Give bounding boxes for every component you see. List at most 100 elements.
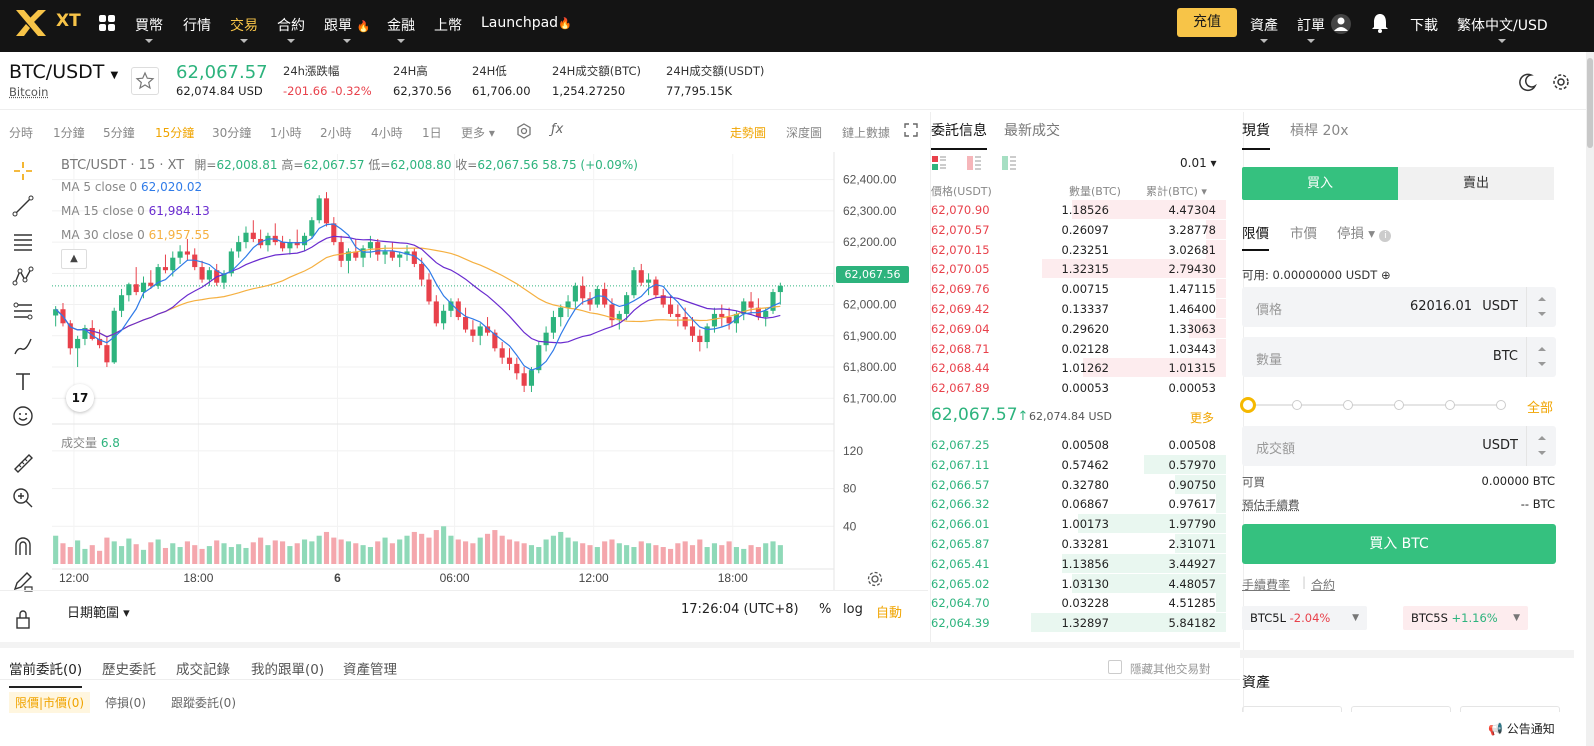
nav-item-trade[interactable]: 交易	[230, 15, 258, 43]
bell-icon[interactable]	[1370, 12, 1390, 34]
ask-row[interactable]: 62,068.44 1.01262 1.01315	[931, 358, 1226, 378]
ask-row[interactable]: 62,069.42 0.13337 1.46400	[931, 299, 1226, 318]
order-type-limit[interactable]: 限價	[1242, 222, 1269, 251]
tab-spot[interactable]: 現貨	[1242, 120, 1270, 150]
settings-gear-icon[interactable]	[1551, 72, 1571, 92]
timeframe-option[interactable]: 1分鐘	[53, 126, 85, 140]
dark-mode-moon-icon[interactable]	[1518, 72, 1538, 92]
more-timeframes-dropdown[interactable]: 更多 ▾	[461, 126, 495, 140]
ruler-icon[interactable]	[12, 452, 34, 474]
nav-item-download[interactable]: 下載	[1410, 18, 1438, 34]
slider-step[interactable]	[1445, 400, 1455, 410]
bid-row[interactable]: 62,064.70 0.03228 4.51285	[931, 593, 1226, 613]
ask-row[interactable]: 62,069.04 0.29620 1.33063	[931, 318, 1226, 338]
pencil-lock-icon[interactable]	[12, 570, 34, 592]
emoji-icon[interactable]	[12, 405, 34, 427]
book-both-view-icon[interactable]	[931, 155, 947, 171]
bid-row[interactable]: 62,065.02 1.03130 4.48057	[931, 573, 1226, 593]
magnet-icon[interactable]	[12, 535, 34, 557]
nav-item-copy-trading[interactable]: 跟單 🔥	[324, 15, 370, 43]
ask-row[interactable]: 62,069.76 0.00715 1.47115	[931, 279, 1226, 299]
bid-row[interactable]: 62,066.57 0.32780 0.90750	[931, 474, 1226, 494]
xt-logo-icon[interactable]	[14, 8, 48, 38]
collapse-legend-button[interactable]: ▲	[61, 249, 87, 269]
order-type-market[interactable]: 市價	[1290, 226, 1317, 242]
sell-side-tab[interactable]: 賣出	[1398, 167, 1554, 200]
page-scrollbar[interactable]	[1586, 52, 1594, 746]
tab-my-copy-trading[interactable]: 我的跟單(0)	[251, 662, 325, 678]
ask-row[interactable]: 62,070.15 0.23251 3.02681	[931, 239, 1226, 259]
bid-row[interactable]: 62,067.11 0.57462 0.57970	[931, 454, 1226, 474]
log-scale-toggle[interactable]: log	[843, 602, 863, 617]
ask-row[interactable]: 62,067.89 0.00053 0.00053	[931, 378, 1226, 397]
slider-step[interactable]	[1292, 400, 1302, 410]
amount-slider-track[interactable]	[1246, 404, 1502, 406]
timeframe-option[interactable]: 5分鐘	[103, 126, 135, 140]
timeframe-option-active[interactable]: 15分鐘	[155, 126, 195, 140]
fibonacci-icon[interactable]	[12, 300, 34, 322]
price-input[interactable]: 價格 62016.01 USDT	[1242, 287, 1556, 327]
timeframe-option[interactable]: 1日	[422, 126, 442, 140]
nav-item-markets[interactable]: 行情	[183, 18, 211, 34]
auto-scale-toggle[interactable]: 自動	[876, 606, 903, 621]
slider-step[interactable]	[1394, 400, 1404, 410]
apps-grid-icon[interactable]	[98, 14, 116, 32]
amount-input[interactable]: 數量 BTC	[1242, 337, 1556, 377]
language-currency-selector[interactable]: 繁体中文/USD	[1457, 15, 1548, 43]
price-stepper[interactable]	[1526, 287, 1556, 327]
total-stepper[interactable]	[1526, 426, 1556, 466]
book-bids-view-icon[interactable]	[1001, 155, 1017, 171]
fullscreen-icon[interactable]	[903, 122, 919, 138]
total-input[interactable]: 成交額 USDT	[1242, 426, 1556, 466]
slider-step[interactable]	[1343, 400, 1353, 410]
ask-row[interactable]: 62,070.57 0.26097 3.28778	[931, 219, 1226, 239]
etf-btc5l[interactable]: BTC5L -2.04% ▼	[1242, 606, 1367, 630]
nav-item-assets[interactable]: 資產	[1250, 15, 1278, 43]
ask-row[interactable]: 62,070.90 1.18526 4.47304	[931, 200, 1226, 219]
scrollbar-thumb[interactable]	[1587, 58, 1593, 148]
text-tool-icon[interactable]	[12, 370, 34, 392]
nav-item-futures[interactable]: 合約	[277, 15, 305, 43]
tab-latest-trades[interactable]: 最新成交	[1004, 123, 1060, 139]
timeframe-option[interactable]: 1小時	[270, 126, 302, 140]
subtab-trailing[interactable]: 跟蹤委託(0)	[171, 696, 236, 710]
bid-row[interactable]: 62,067.25 0.00508 0.00508	[931, 435, 1226, 454]
contract-link[interactable]: 合約	[1311, 578, 1336, 592]
bid-row[interactable]: 62,065.41 1.13856 3.44927	[931, 553, 1226, 573]
nav-item-buy-crypto[interactable]: 買幣	[135, 15, 163, 43]
book-asks-view-icon[interactable]	[966, 155, 982, 171]
tab-order-book[interactable]: 委託信息	[931, 120, 987, 150]
precision-dropdown[interactable]: 0.01 ▾	[1180, 156, 1217, 170]
subtab-limit-market[interactable]: 限價|市價(0)	[9, 692, 91, 713]
slider-handle[interactable]	[1240, 397, 1256, 413]
ask-row[interactable]: 62,070.05 1.32315 2.79430	[931, 259, 1226, 279]
fee-rate-link[interactable]: 手續費率	[1242, 578, 1291, 592]
user-avatar-icon[interactable]	[1330, 13, 1352, 35]
hide-other-pairs-checkbox[interactable]	[1108, 660, 1122, 674]
announcement-link[interactable]: 📢 公告通知	[1488, 722, 1555, 736]
tab-asset-management[interactable]: 資產管理	[343, 662, 397, 678]
buy-btc-button[interactable]: 買入 BTC	[1242, 524, 1556, 564]
bid-row[interactable]: 62,066.01 1.00173 1.97790	[931, 514, 1226, 534]
tab-open-orders[interactable]: 當前委託(0)	[9, 658, 83, 688]
more-link[interactable]: 更多	[1190, 411, 1215, 425]
ask-row[interactable]: 62,068.71 0.02128 1.03443	[931, 338, 1226, 358]
bid-row[interactable]: 62,066.32 0.06867 0.97617	[931, 494, 1226, 514]
tab-margin[interactable]: 槓桿 20x	[1290, 123, 1349, 139]
timeframe-option[interactable]: 分時	[9, 126, 34, 140]
bid-row[interactable]: 62,065.87 0.33281 2.31071	[931, 534, 1226, 553]
pair-selector[interactable]: BTC/USDT ▼	[9, 61, 119, 83]
slider-all-button[interactable]: 全部	[1527, 401, 1554, 416]
timeframe-option[interactable]: 4小時	[371, 126, 403, 140]
indicator-settings-icon[interactable]	[515, 122, 533, 140]
nav-item-launchpad[interactable]: Launchpad🔥	[481, 15, 572, 31]
crosshair-icon[interactable]	[12, 160, 34, 182]
slider-step[interactable]	[1496, 400, 1506, 410]
candlestick-chart[interactable]: 62,400.0062,300.0062,200.0062,100.0062,0…	[0, 112, 928, 642]
etf-btc5s[interactable]: BTC5S +1.16% ▼	[1403, 606, 1528, 630]
date-range-dropdown[interactable]: 日期範圍 ▾	[67, 606, 130, 621]
view-tab-trend[interactable]: 走勢圖	[730, 126, 767, 140]
favorite-button[interactable]	[131, 67, 159, 95]
amount-stepper[interactable]	[1526, 337, 1556, 377]
trend-line-icon[interactable]	[12, 195, 34, 217]
